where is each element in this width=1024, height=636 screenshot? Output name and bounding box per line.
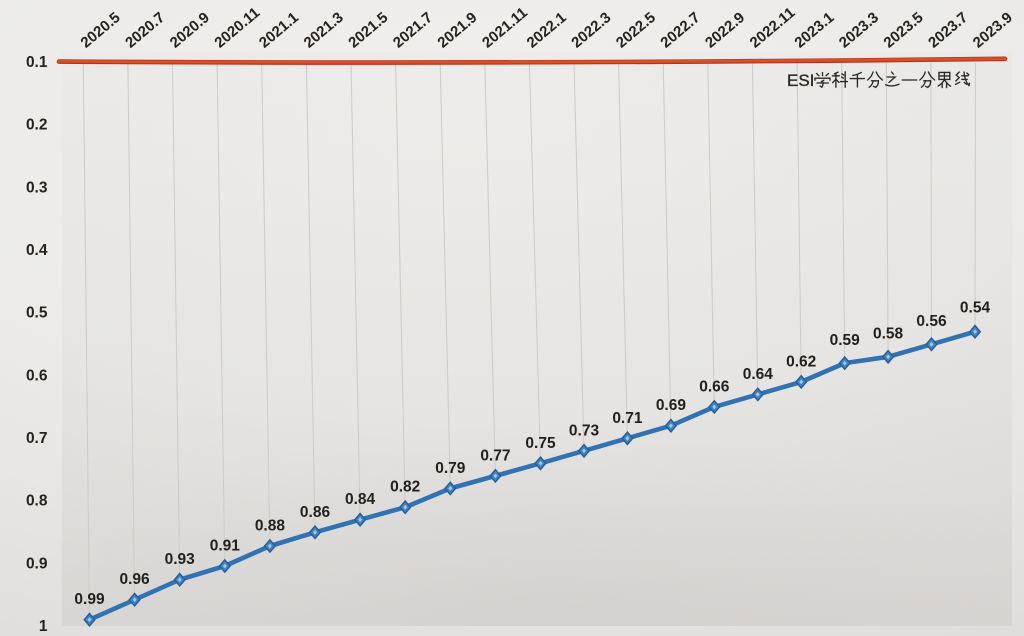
svg-text:0.75: 0.75 <box>525 435 556 452</box>
svg-text:0.2: 0.2 <box>26 117 48 134</box>
svg-text:0.66: 0.66 <box>699 378 730 395</box>
svg-text:0.62: 0.62 <box>786 353 816 370</box>
svg-text:0.79: 0.79 <box>435 460 466 477</box>
svg-text:0.88: 0.88 <box>255 518 286 535</box>
svg-text:0.3: 0.3 <box>26 179 48 196</box>
svg-text:0.6: 0.6 <box>26 367 48 384</box>
svg-text:0.59: 0.59 <box>830 332 861 349</box>
svg-text:ESI: ESI <box>787 71 814 90</box>
svg-text:0.5: 0.5 <box>26 305 48 322</box>
svg-text:1: 1 <box>39 618 48 635</box>
svg-text:0.86: 0.86 <box>300 504 331 521</box>
svg-text:0.58: 0.58 <box>873 325 904 342</box>
svg-text:0.96: 0.96 <box>120 571 151 588</box>
svg-text:0.64: 0.64 <box>743 366 774 383</box>
svg-text:0.54: 0.54 <box>960 300 991 317</box>
svg-text:0.82: 0.82 <box>390 479 420 496</box>
svg-text:0.73: 0.73 <box>569 422 600 439</box>
svg-text:0.8: 0.8 <box>26 493 48 510</box>
svg-text:0.93: 0.93 <box>165 551 196 568</box>
svg-text:0.71: 0.71 <box>612 410 643 427</box>
svg-text:0.77: 0.77 <box>480 447 510 464</box>
svg-text:0.91: 0.91 <box>210 538 241 555</box>
svg-text:0.4: 0.4 <box>26 242 48 259</box>
svg-text:0.56: 0.56 <box>916 313 947 330</box>
svg-text:0.7: 0.7 <box>26 430 48 447</box>
svg-text:0.9: 0.9 <box>26 555 48 572</box>
svg-text:0.84: 0.84 <box>345 491 376 508</box>
svg-text:0.69: 0.69 <box>656 397 687 414</box>
svg-text:0.1: 0.1 <box>26 54 48 71</box>
svg-text:0.99: 0.99 <box>74 591 105 608</box>
